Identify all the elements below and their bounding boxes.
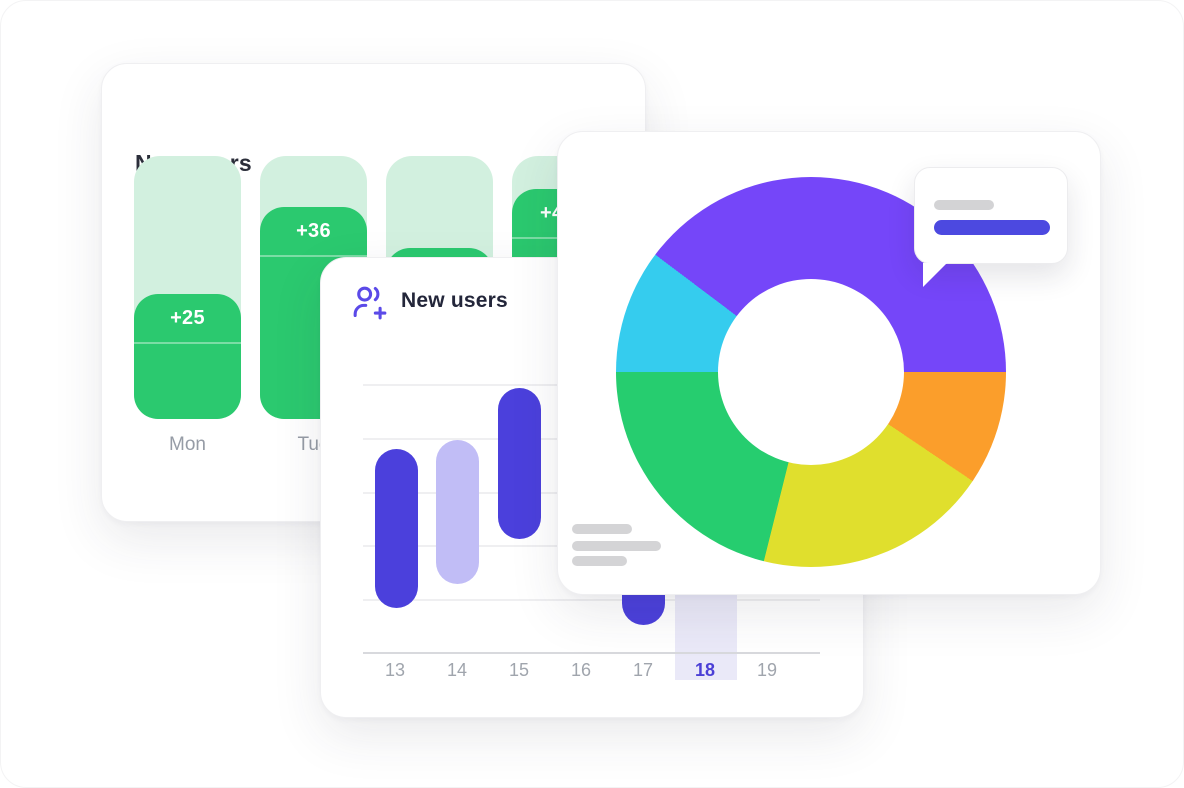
card-title: New users [401, 289, 508, 312]
bar-divider [260, 255, 367, 257]
weekday-bar-mon: +25 Mon [134, 64, 241, 521]
legend-skeleton-line [572, 524, 632, 534]
donut-hole [718, 279, 904, 465]
x-tick-label-selected[interactable]: 18 [694, 660, 716, 680]
legend-skeleton-line [572, 556, 627, 566]
x-axis-line [363, 652, 820, 654]
tooltip-tail [923, 263, 947, 287]
bar-divider [134, 342, 241, 344]
x-tick-label[interactable]: 14 [446, 660, 468, 680]
legend-skeleton-line [572, 541, 661, 551]
user-add-icon [353, 286, 387, 320]
bar-fill[interactable]: +25 [134, 294, 241, 419]
chart-bar-14[interactable] [436, 440, 479, 584]
chart-bar-13[interactable] [375, 449, 418, 608]
day-label: Mon [169, 434, 206, 455]
bar-value: +25 [170, 307, 205, 329]
gridline [363, 599, 820, 601]
x-tick-label[interactable]: 17 [632, 660, 654, 680]
tooltip-skeleton-line-purple [934, 220, 1050, 235]
bar-value: +36 [296, 220, 331, 242]
chart-tooltip [914, 167, 1068, 287]
x-tick-label[interactable]: 19 [756, 660, 778, 680]
chart-bar-15[interactable] [498, 388, 541, 539]
donut-chart-card [557, 131, 1101, 595]
x-tick-label[interactable]: 16 [570, 660, 592, 680]
x-tick-label[interactable]: 13 [384, 660, 406, 680]
x-tick-label[interactable]: 15 [508, 660, 530, 680]
tooltip-skeleton-line-gray [934, 200, 994, 210]
